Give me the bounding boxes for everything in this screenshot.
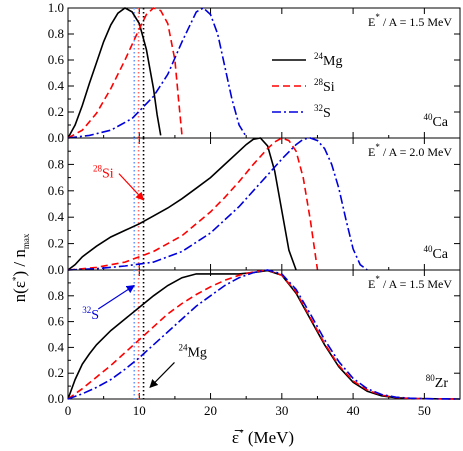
x-tick-label: 30: [275, 403, 288, 418]
series-line-24Mg: [67, 137, 297, 271]
target-nucleus-label: 40Ca: [423, 112, 448, 130]
series-line-32S: [67, 7, 247, 139]
y-tick-label: 0.4: [48, 209, 65, 224]
target-nucleus-label: 80Zr: [426, 373, 449, 391]
y-tick-label: 0.0: [48, 130, 64, 145]
annotation-arrow: [149, 362, 175, 388]
series-line-24Mg: [67, 269, 461, 400]
y-tick-label: 0.4: [48, 78, 65, 93]
y-tick-label: 0.6: [48, 52, 65, 67]
target-nucleus-label: 40Ca: [423, 244, 448, 262]
x-tick-label: 50: [418, 403, 431, 418]
legend: 24Mg 28Si 32S: [272, 51, 342, 121]
annotation-arrow: [97, 284, 135, 310]
legend-entry: 28Si: [314, 77, 335, 95]
x-tick-label: 0: [65, 403, 72, 418]
x-axis-label: ε̅* (MeV): [232, 428, 294, 447]
y-tick-label: 1.0: [48, 0, 64, 15]
y-tick-label: 0.0: [48, 391, 64, 406]
panel-bottom: 0.0 0.2 0.4 0.6 0.8 0 10 20 30 40 50 E* / A = 1.5 M…: [48, 269, 461, 418]
y-tick-label: 0.8: [48, 156, 64, 171]
annotation-arrow: [118, 173, 145, 201]
y-tick-label: 0.6: [48, 314, 65, 329]
series-line-32S: [67, 269, 461, 400]
y-tick-label: 0.8: [48, 26, 64, 41]
panel-middle: 0.0 0.2 0.4 0.6 0.8 E* / A = 2.0 MeV 40Ca 28Si: [48, 137, 461, 277]
y-axis-label: n(ε*) / nmax: [10, 233, 31, 302]
y-tick-label: 0.6: [48, 183, 65, 198]
y-tick-label: 0.2: [48, 104, 64, 119]
panel-note: E* / A = 1.5 MeV: [368, 274, 452, 291]
y-tick-label: 0.8: [48, 288, 64, 303]
series-line-24Mg: [67, 7, 162, 139]
annotation-label: 28Si: [93, 164, 114, 182]
legend-entry: 24Mg: [314, 51, 342, 69]
x-tick-label: 10: [133, 403, 146, 418]
series-line-32S: [67, 137, 368, 271]
panel-note: E* / A = 2.0 MeV: [368, 142, 452, 159]
y-tick-label: 0.2: [48, 236, 64, 251]
series-line-28Si: [67, 137, 319, 271]
panel-top: 0.0 0.2 0.4 0.6 0.8 1.0 E* / A = 1.5 MeV 40Ca 24…: [48, 0, 461, 145]
annotation-label: 24Mg: [178, 342, 206, 360]
panel-note: E* / A = 1.5 MeV: [368, 12, 452, 29]
x-tick-label: 20: [204, 403, 217, 418]
x-tick-label: 40: [347, 403, 360, 418]
y-tick-label: 0.4: [48, 339, 65, 354]
annotation-label: 32S: [82, 305, 99, 323]
panels-group: 0.0 0.2 0.4 0.6 0.8 1.0 E* / A = 1.5 MeV 40Ca 24…: [48, 0, 461, 418]
series-line-28Si: [67, 7, 183, 139]
y-tick-label: 0.0: [48, 262, 64, 277]
legend-entry: 32S: [314, 103, 331, 121]
y-tick-label: 0.2: [48, 365, 64, 380]
